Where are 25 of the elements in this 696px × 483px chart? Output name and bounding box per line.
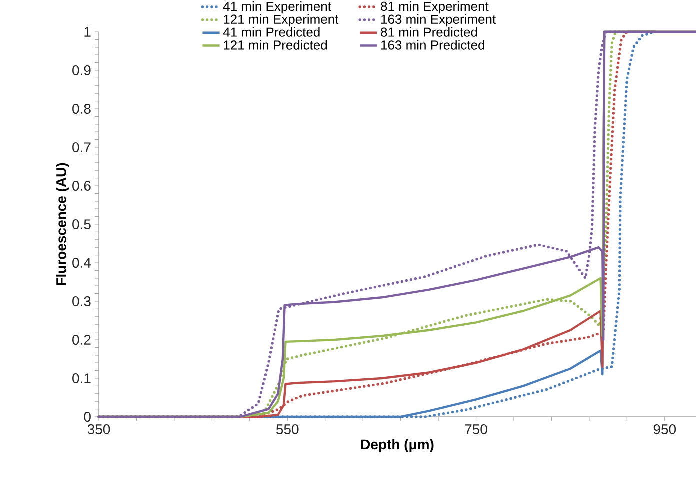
legend-label: 81 min Experiment (381, 2, 489, 14)
legend-label: 121 min Predicted (224, 40, 328, 50)
y-tick-label: 0 (84, 412, 91, 422)
x-tick-label: 950 (654, 424, 676, 434)
y-tick-label: 0.6 (72, 181, 91, 191)
legend-label: 121 min Experiment (224, 14, 339, 27)
legend-label: 163 min Experiment (382, 14, 496, 27)
y-axis-title: Fluroescence (AU) (56, 163, 70, 286)
legend-label: 163 min Predicted (382, 40, 484, 50)
x-axis-title: Depth (μm) (362, 439, 434, 452)
legend-label: 41 min Predicted (223, 27, 320, 37)
y-tick-label: 0.7 (72, 142, 91, 152)
y-tick-label: 0.9 (72, 66, 91, 76)
y-tick-label: 0.1 (72, 374, 91, 384)
x-tick-label: 350 (88, 424, 110, 434)
y-tick-label: 0.3 (72, 296, 91, 306)
legend-label: 41 min Experiment (223, 2, 332, 14)
x-tick-label: 750 (465, 424, 488, 434)
x-tick-label: 550 (276, 424, 299, 434)
y-tick-label: 0.8 (72, 104, 91, 114)
y-tick-label: 0.2 (72, 335, 91, 345)
y-tick-label: 0.4 (72, 258, 92, 268)
legend-label: 81 min Predicted (381, 27, 478, 37)
y-tick-label: 0.5 (72, 220, 91, 230)
y-tick-label: 1 (84, 27, 91, 37)
